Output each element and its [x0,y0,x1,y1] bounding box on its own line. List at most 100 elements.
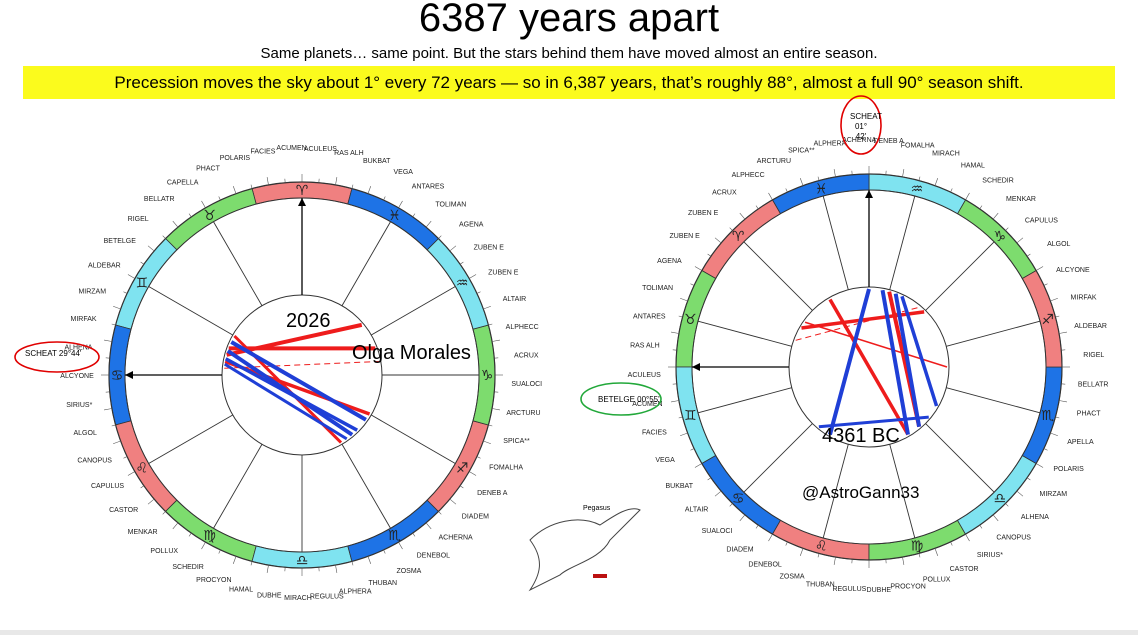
left-aspect-line-blue [223,362,348,441]
right-betelge-label: BETELGE 00°55' [598,395,660,404]
right-star-label: ALDEBAR [1074,323,1107,330]
left-degree-tick [140,485,145,489]
left-degree-tick [459,485,464,489]
left-degree-tick [335,177,338,185]
right-degree-tick [799,178,804,186]
left-star-label: MIRZAM [78,289,106,296]
right-star-label: DIADEM [726,546,753,553]
left-degree-tick [398,541,403,550]
left-degree-tick [140,261,145,265]
right-betelge-highlight-circle [580,382,662,416]
left-degree-tick [438,511,442,515]
left-degree-tick [367,556,372,564]
right-degree-tick [1055,315,1060,318]
left-scheat-highlight-circle [14,341,100,373]
right-degree-tick [992,212,999,220]
left-star-label: REGULUS [310,594,344,601]
right-star-label: ALPHERA [814,140,847,147]
left-degree-tick [111,424,116,427]
right-degree-tick [918,553,921,558]
left-star-label: FOMALHA [489,465,523,472]
right-degree-tick [694,266,703,271]
left-degree-tick [232,186,237,194]
right-chart-author: @AstroGann33 [802,483,920,502]
right-degree-tick [1050,432,1058,437]
left-sign-glyph: ♈ [296,183,309,199]
right-degree-tick [671,400,679,403]
left-house-cusp [341,221,391,306]
bottom-divider [0,630,1138,635]
right-star-label: POLARIS [1053,466,1084,473]
left-star-label: DENEB A [477,490,508,497]
left-star-label: RIGEL [128,216,149,223]
left-star-label: BETELGE [104,238,137,245]
left-sign-glyph: ♋ [111,368,124,384]
left-degree-tick [351,184,354,189]
right-star-label: THUBAN [806,582,835,589]
left-house-cusp [341,444,391,529]
right-star-label: CANOPUS [996,534,1031,541]
right-star-label: SUALOCI [702,528,733,535]
right-star-label: RIGEL [1083,352,1104,359]
right-degree-tick [934,548,939,556]
right-degree-tick [680,297,688,302]
right-star-label: TOLIMAN [642,285,673,292]
right-house-cusp [822,195,849,290]
left-degree-tick [425,522,432,530]
left-degree-tick [111,323,116,326]
left-degree-tick [412,213,416,218]
left-mc-arrow [298,198,306,206]
left-star-label: AGENA [459,222,484,229]
left-degree-tick [449,498,457,505]
right-star-label: DENEBOL [748,562,782,569]
left-degree-tick [351,561,354,566]
left-degree-tick [113,305,121,310]
right-degree-tick [833,169,836,177]
left-house-cusp [371,414,456,464]
left-star-label: ALDEBAR [88,262,121,269]
right-house-cusp [743,241,813,311]
right-degree-tick [992,514,999,522]
left-degree-tick [459,261,464,265]
left-star-label: THUBAN [368,580,397,587]
left-degree-tick [250,184,253,189]
left-sign-glyph: ♌ [136,461,149,477]
right-star-label: REGULUS [832,586,866,593]
right-scheat-label: SCHEAT 01° 42' [850,112,882,141]
right-star-label: ZUBEN E [688,210,719,217]
left-sign-glyph: ♎ [296,553,309,569]
left-degree-tick [425,220,432,228]
right-star-label: RAS ALH [630,342,660,349]
right-degree-tick [902,557,905,565]
left-sign-glyph: ♊ [136,276,149,292]
right-degree-tick [678,315,683,318]
left-degree-tick [123,291,128,294]
right-house-cusp [925,241,995,311]
left-star-label: SPICA** [503,438,530,445]
left-degree-tick [488,424,493,427]
right-aspect-line-blue [818,415,929,429]
right-sign-glyph: ♒ [911,181,924,197]
right-degree-tick [1005,227,1009,231]
right-star-label: POLLUX [923,577,951,584]
right-star-label: MIRZAM [1040,491,1068,498]
right-house-cusp [889,195,916,290]
right-star-label: ACULEUS [628,372,661,379]
left-degree-tick [449,245,457,252]
left-degree-tick [266,177,269,185]
right-degree-tick [714,237,722,244]
right-degree-tick [729,227,733,231]
left-star-label: CAPELLA [167,179,199,186]
right-house-cusp [697,387,792,414]
left-star-label: ALGOL [74,430,97,437]
left-star-label: ACUMEN [276,145,306,152]
right-star-label: SPICA** [788,147,815,154]
left-degree-tick [398,200,403,209]
right-degree-tick [1016,237,1024,244]
right-degree-tick [729,503,733,507]
left-degree-tick [218,196,221,201]
right-degree-tick [671,331,679,334]
right-degree-tick [707,253,712,257]
right-house-cusp [925,423,995,493]
right-aspect-line-blue [893,293,922,428]
